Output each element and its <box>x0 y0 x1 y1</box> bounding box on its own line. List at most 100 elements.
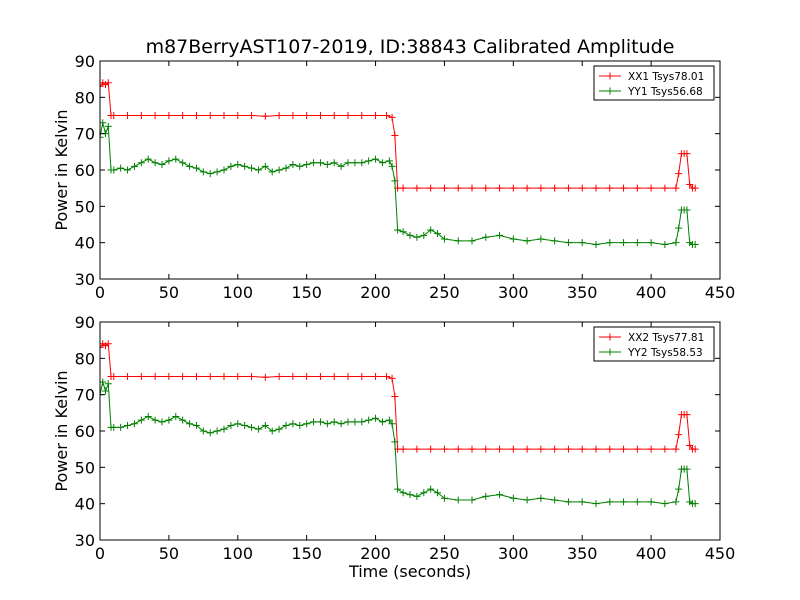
panel1-y-tick-label: 40 <box>75 234 95 253</box>
panel2-series-2-point <box>351 418 359 426</box>
panel2-series-1-point <box>564 445 572 453</box>
panel2-series-2-point <box>261 422 269 430</box>
panel1-series-1-point <box>647 184 655 192</box>
panel2-series-2-point <box>691 500 699 508</box>
panel1-series-1-point <box>124 112 132 119</box>
panel2-series-1-point <box>413 445 421 453</box>
panel2-series-2-point <box>254 425 262 433</box>
panel1-legend: XX1 Tsys78.01 YY1 Tsys56.68 <box>593 65 715 101</box>
panel2-series-1-point <box>383 373 391 380</box>
panel1-x-tick-label: 300 <box>498 283 529 302</box>
panel2-series-1-point <box>234 373 242 380</box>
panel1-series-1-point <box>344 112 352 119</box>
panel2-axes: 0 50 100 150 200 250 300 350 400 450 30 40 50 60 70 80 9… <box>52 313 735 563</box>
panel1-series-1-point <box>372 112 380 119</box>
panel1-series-2-point <box>391 177 399 185</box>
panel1-series-2-point <box>158 161 166 169</box>
panel2-series-1-point <box>388 374 396 382</box>
panel2-y-tick-label: 60 <box>75 422 95 441</box>
panel1-series-2-point <box>399 228 407 236</box>
panel1-series-2-point <box>647 239 655 247</box>
panel1-series-2-point <box>394 226 402 234</box>
panel2-series-1-point <box>661 445 669 453</box>
panel1-y-tick-label: 30 <box>75 270 95 289</box>
panel1-series-1-point <box>686 181 694 189</box>
panel2-series-2-point <box>213 427 221 435</box>
panel2-series-1-point <box>672 445 680 453</box>
panel2-series-2-point <box>420 489 428 497</box>
panel2-series-2-point <box>151 416 159 424</box>
panel2-series-2-point <box>378 418 386 426</box>
panel2-series-2-point <box>323 420 331 428</box>
panel2-series-1-point <box>100 343 104 351</box>
panel1-legend-label-1: XX1 Tsys78.01 <box>628 71 704 83</box>
panel2-y-axis-label: Power in Kelvin <box>52 370 71 491</box>
panel2-series-2-point <box>683 465 691 473</box>
panel2-series-1-point <box>261 373 269 381</box>
panel1-series-1-point <box>537 184 545 192</box>
panel1-series-1-point <box>275 112 283 119</box>
panel2-x-tick-label: 450 <box>705 544 736 563</box>
panel2-series-2-point <box>310 418 318 426</box>
panel1-legend-box <box>593 65 715 101</box>
panel1-series-1-point <box>137 112 145 119</box>
panel2-series-1-point <box>675 431 683 439</box>
panel1-series-2-point <box>296 162 304 170</box>
panel1-series-1-point <box>206 112 214 119</box>
panel1-series-2-point <box>144 155 152 163</box>
panel1-series-2-point <box>282 164 290 172</box>
panel1-series-2-point <box>551 237 559 245</box>
panel2-legend-label-1: XX2 Tsys77.81 <box>628 332 704 344</box>
panel1-series-2-point <box>661 240 669 248</box>
panel1-x-tick-label: 50 <box>159 283 179 302</box>
panel1-y-tick-label: 60 <box>75 161 95 180</box>
panel1-y-tick-label: 50 <box>75 197 95 216</box>
panel2-series-2-point <box>365 416 373 424</box>
panel1-series-1 <box>100 79 699 192</box>
panel1-series-2-point <box>351 159 359 167</box>
panel1-series-2-point <box>220 166 228 174</box>
panel1-series-2-point <box>578 239 586 247</box>
panel1-series-2-point <box>227 162 235 170</box>
panel1-series-1-point <box>100 82 104 90</box>
panel2-series-2-point <box>220 425 228 433</box>
panel2-legend: XX2 Tsys77.81 YY2 Tsys58.53 <box>593 326 715 362</box>
panel2-x-tick-label: 0 <box>95 544 105 563</box>
panel2-series-2-point <box>199 427 207 435</box>
panel1-series-2-point <box>358 159 366 167</box>
panel2-series-1-point <box>289 373 297 380</box>
panel1-series-2-point <box>248 164 256 172</box>
panel2-series-2-point <box>394 485 402 493</box>
panel2-series-2-point <box>124 422 132 430</box>
panel1-series-2-point <box>592 240 600 248</box>
panel2-series-2-point <box>564 498 572 506</box>
panel2-series-1-point <box>151 373 159 380</box>
panel2-legend-box <box>593 326 715 362</box>
panel1-series-1-point <box>248 112 256 119</box>
panel2-series-2-point <box>434 489 442 497</box>
panel1-series-2-point <box>104 122 112 130</box>
panel2-series-1-point <box>537 445 545 453</box>
panel1-series-1-point <box>496 184 504 192</box>
panel1-series-1-point <box>234 112 242 119</box>
panel2-series-1-point <box>206 373 214 380</box>
panel1-x-tick-label: 0 <box>95 283 105 302</box>
panel1-series-1-point <box>330 112 338 119</box>
panel1-series-2-point <box>268 168 276 176</box>
panel2-series-1-point <box>330 373 338 380</box>
panel2-series-2-point <box>165 416 173 424</box>
panel2-series-2-point <box>468 496 476 504</box>
panel2-series-2-point <box>282 422 290 430</box>
panel2-series-2 <box>100 378 699 508</box>
panel2-series-2-point <box>289 420 297 428</box>
panel2-series-1-point <box>391 392 399 400</box>
panel2-series-2-point <box>192 422 200 430</box>
panel2-series-2-point <box>117 423 125 431</box>
panel2-series-2-point <box>482 492 490 500</box>
panel1-series-2-point <box>151 159 159 167</box>
panel2-series-2-point <box>578 498 586 506</box>
panel2-series-1-point <box>578 445 586 453</box>
panel1-series-2-point <box>165 157 173 165</box>
panel1-series-2-point <box>606 239 614 247</box>
